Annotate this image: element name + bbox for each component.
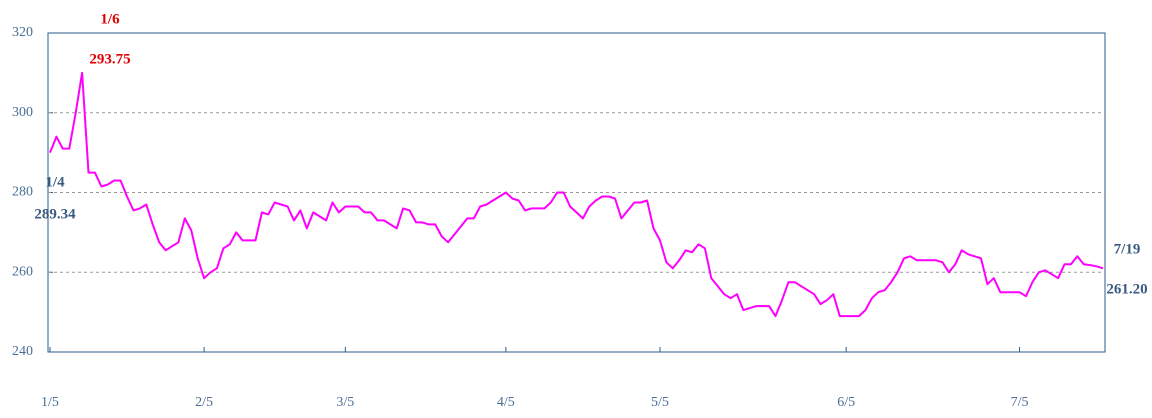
x-tick-label: 5/5 xyxy=(651,395,669,410)
annotation-date: 1/6 xyxy=(100,11,120,27)
annotation-value: 261.20 xyxy=(1106,281,1147,297)
x-tick-label: 2/5 xyxy=(195,395,213,410)
x-tick-label: 1/5 xyxy=(41,395,59,410)
y-tick-label: 280 xyxy=(12,185,33,200)
annotation-value: 293.75 xyxy=(89,51,130,67)
annotation-date: 1/4 xyxy=(45,174,65,190)
y-tick-label: 260 xyxy=(12,264,33,279)
annotation-date: 7/19 xyxy=(1114,241,1141,257)
y-tick-label: 240 xyxy=(12,344,33,359)
x-tick-label: 4/5 xyxy=(497,395,515,410)
y-tick-label: 300 xyxy=(12,105,33,120)
x-tick-label: 7/5 xyxy=(1011,395,1029,410)
annotation-value: 289.34 xyxy=(34,206,76,222)
x-tick-label: 6/5 xyxy=(837,395,855,410)
price-line xyxy=(49,71,1104,318)
x-tick-label: 3/5 xyxy=(336,395,354,410)
y-tick-label: 320 xyxy=(12,25,33,40)
